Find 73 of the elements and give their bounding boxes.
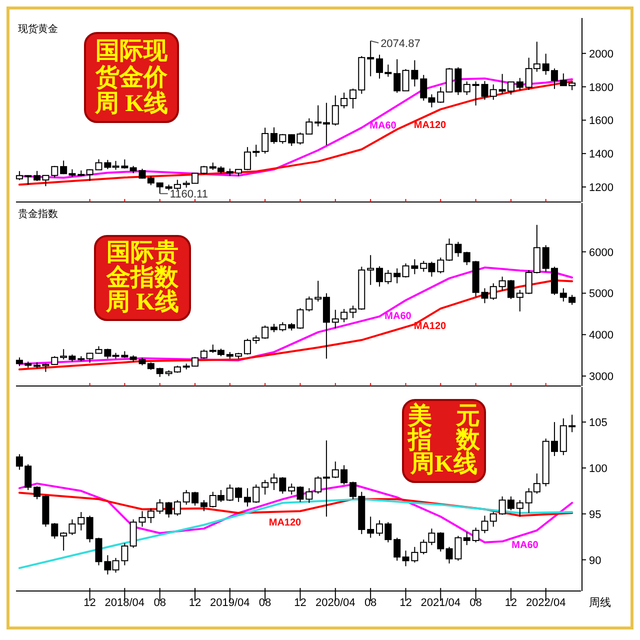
candlestick bbox=[306, 488, 313, 504]
x-tick-label: 12 bbox=[188, 597, 202, 609]
x-tick-label: 12 bbox=[294, 597, 306, 609]
candlestick bbox=[463, 251, 470, 266]
y-tick-label: 90 bbox=[589, 554, 602, 567]
candlestick bbox=[411, 258, 418, 275]
y-tick-label: 6000 bbox=[589, 246, 614, 259]
candlestick bbox=[490, 84, 497, 100]
candlestick bbox=[262, 325, 269, 340]
y-tick-label: 1400 bbox=[589, 148, 614, 161]
y-tick-label: 2000 bbox=[589, 48, 614, 60]
series-label: MA60 bbox=[512, 540, 539, 552]
candlestick bbox=[51, 522, 58, 540]
x-tick-label: 08 bbox=[258, 597, 272, 609]
series-label: MA120 bbox=[414, 120, 447, 132]
candlestick bbox=[516, 500, 524, 518]
series-label: MA120 bbox=[268, 518, 302, 529]
chart-subtitle: 现货黄金 bbox=[18, 23, 58, 35]
series-label: MA60 bbox=[384, 311, 412, 322]
x-tick-label: 2018/04 bbox=[104, 597, 145, 609]
candlestick bbox=[463, 80, 470, 96]
candlestick bbox=[516, 289, 524, 312]
candlestick bbox=[121, 542, 128, 566]
candlestick bbox=[490, 512, 497, 528]
y-tick-label: 105 bbox=[589, 417, 608, 430]
x-tick-label: 2020/04 bbox=[316, 597, 356, 609]
y-tick-label: 1200 bbox=[589, 182, 614, 194]
x-tick-label: 12 bbox=[504, 597, 518, 609]
y-tick-label: 5000 bbox=[589, 288, 614, 300]
text: 国际贵金指数周 K线 bbox=[105, 239, 180, 316]
candlestick bbox=[411, 60, 418, 87]
y-tick-label: 3000 bbox=[589, 371, 614, 384]
candlestick bbox=[490, 282, 497, 300]
series-label: MA60 bbox=[370, 120, 397, 132]
text: 国际现货金价周 K线 bbox=[94, 38, 168, 118]
x-tick-label: 08 bbox=[364, 597, 377, 609]
y-tick-label: 1800 bbox=[589, 82, 614, 94]
candlestick bbox=[306, 296, 313, 312]
candlestick bbox=[437, 86, 444, 104]
candlestick bbox=[262, 479, 269, 496]
x-tick-label: 2022/04 bbox=[526, 597, 566, 609]
chart-subtitle: 贵金指数 bbox=[18, 208, 58, 220]
x-tick-label: 08 bbox=[470, 597, 482, 609]
candlestick bbox=[411, 546, 418, 564]
candlestick bbox=[306, 118, 313, 135]
y-tick-label: 4000 bbox=[589, 330, 614, 342]
candlestick bbox=[367, 40, 374, 77]
candlestick bbox=[130, 518, 137, 548]
y-tick-label: 1600 bbox=[589, 115, 614, 128]
line-series bbox=[18, 498, 574, 570]
x-tick-label: 2019/04 bbox=[210, 597, 250, 609]
candlestick bbox=[463, 532, 470, 546]
candlestick bbox=[262, 127, 269, 154]
text: 周线 bbox=[589, 596, 611, 609]
candlestick bbox=[156, 498, 164, 514]
y-tick-label: 100 bbox=[589, 462, 608, 475]
series-label: MA120 bbox=[414, 320, 447, 332]
x-tick-label: 12 bbox=[400, 597, 412, 609]
candlestick bbox=[367, 254, 374, 286]
candlestick bbox=[437, 532, 444, 552]
y-tick-label: 95 bbox=[589, 508, 602, 521]
line-series bbox=[18, 492, 574, 517]
annotation: 2074.87 bbox=[380, 38, 420, 50]
annotation: 1160.11 bbox=[170, 188, 208, 201]
candlestick bbox=[516, 77, 524, 91]
text: 美 元指 数周K线 bbox=[407, 402, 481, 478]
candlestick bbox=[437, 257, 444, 274]
candlestick bbox=[367, 516, 374, 538]
x-tick-label: 12 bbox=[84, 597, 96, 609]
x-tick-label: 2021/04 bbox=[420, 597, 460, 609]
candlestick bbox=[78, 512, 85, 531]
x-tick-label: 08 bbox=[154, 597, 166, 609]
candlestick bbox=[200, 500, 208, 512]
